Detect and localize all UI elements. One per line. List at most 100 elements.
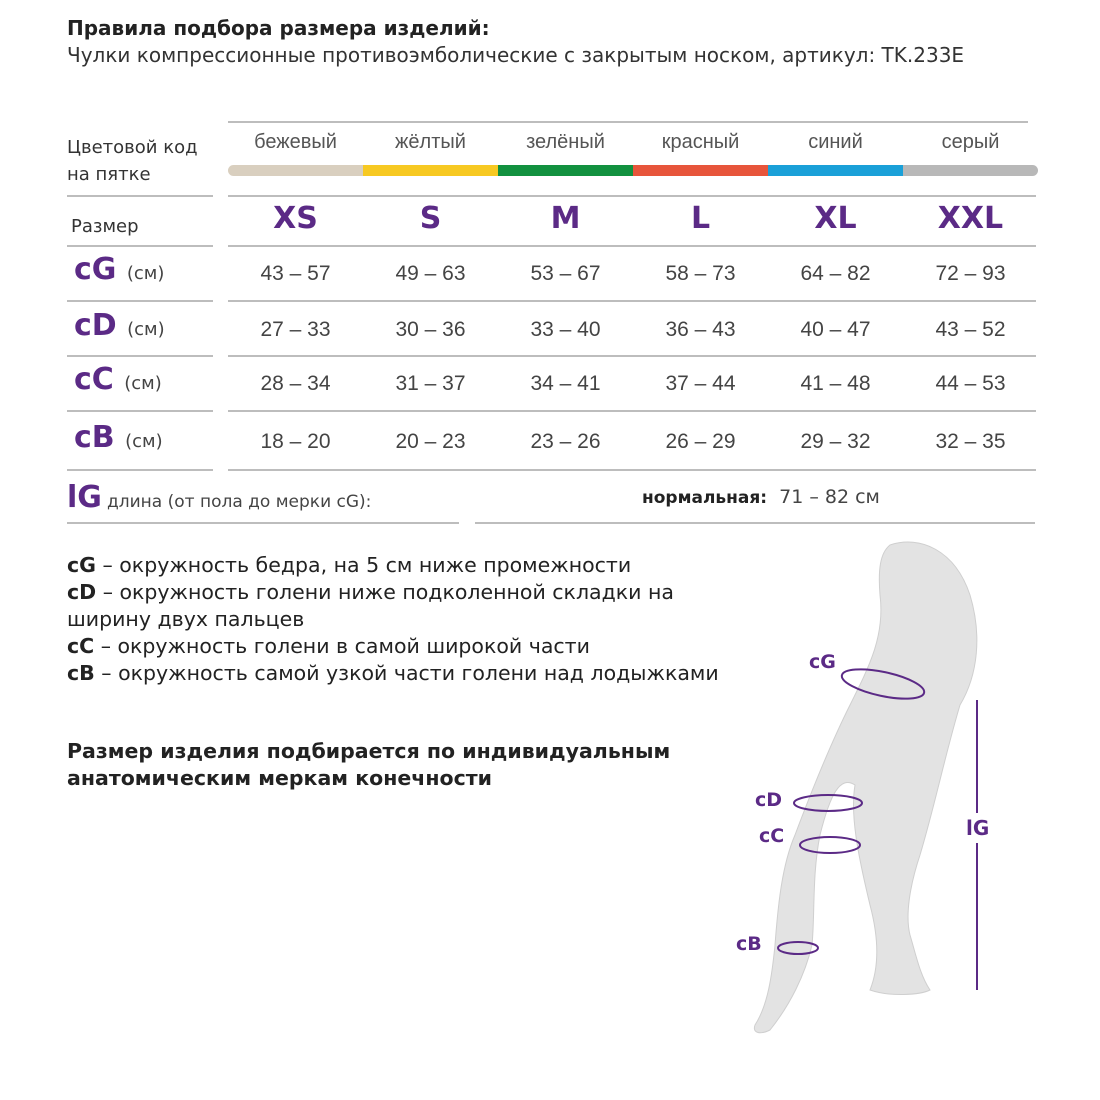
- leg-illustration: cG cD cC cB lG: [736, 541, 990, 1034]
- measure-code: cC: [74, 362, 114, 397]
- cB-measure-ring: [777, 941, 819, 955]
- table-cell: 32 – 35: [935, 430, 1006, 453]
- table-cell: 23 – 26: [530, 430, 601, 453]
- figure-label-cB: cB: [736, 933, 762, 955]
- table-cell: 58 – 73: [665, 262, 736, 285]
- color-swatch-l: [633, 165, 768, 176]
- figure-label-cG: cG: [809, 651, 836, 673]
- divider: [228, 355, 1036, 357]
- color-swatch-xl: [768, 165, 903, 176]
- color-name-xs: бежевый: [254, 131, 337, 153]
- cC-measure-ring: [799, 836, 861, 854]
- size-label: Размер: [71, 216, 139, 237]
- divider: [67, 410, 213, 412]
- description-item: cC – окружность голени в самой широкой ч…: [67, 633, 747, 660]
- divider: [228, 245, 1036, 247]
- length-code: lG: [67, 480, 102, 515]
- size-note: Размер изделия подбирается по индивидуал…: [67, 739, 671, 790]
- length-type: нормальная:: [642, 488, 768, 508]
- divider: [228, 469, 1036, 471]
- table-cell: 40 – 47: [800, 318, 871, 341]
- size-header-xs: XS: [273, 201, 318, 236]
- description-code: cD: [67, 580, 97, 604]
- length-row: lG длина (от пола до мерки cG):: [67, 480, 371, 515]
- description-code: cB: [67, 661, 95, 685]
- divider: [67, 522, 459, 524]
- divider: [67, 245, 213, 247]
- measure-label-cG: cG (см): [74, 252, 164, 287]
- description-item: cG – окружность бедра, на 5 см ниже пром…: [67, 552, 747, 579]
- table-cell: 27 – 33: [260, 318, 331, 341]
- measure-code: cD: [74, 308, 117, 343]
- color-swatch-xs: [228, 165, 363, 176]
- table-cell: 33 – 40: [530, 318, 601, 341]
- table-cell: 64 – 82: [800, 262, 871, 285]
- divider: [67, 300, 213, 302]
- length-value-row: нормальная: 71 – 82 см: [642, 486, 880, 508]
- size-header-s: S: [419, 201, 442, 236]
- table-cell: 31 – 37: [395, 372, 466, 395]
- measurement-descriptions: cG – окружность бедра, на 5 см ниже пром…: [67, 552, 747, 687]
- divider: [228, 300, 1036, 302]
- length-label: длина (от пола до мерки cG):: [107, 492, 372, 512]
- table-cell: 30 – 36: [395, 318, 466, 341]
- table-cell: 43 – 57: [260, 262, 331, 285]
- table-cell: 34 – 41: [530, 372, 601, 395]
- unit-label: (см): [124, 373, 162, 394]
- color-code-label: Цветовой код на пятке: [67, 137, 198, 185]
- divider: [228, 195, 1036, 197]
- divider: [67, 469, 213, 471]
- cG-measure-ring: [840, 668, 926, 700]
- table-cell: 49 – 63: [395, 262, 466, 285]
- divider: [228, 410, 1036, 412]
- page-subtitle: Чулки компрессионные противоэмболические…: [67, 43, 965, 67]
- divider: [228, 121, 1028, 123]
- table-cell: 53 – 67: [530, 262, 601, 285]
- size-header-xxl: XXL: [937, 201, 1004, 236]
- color-swatch-xxl: [903, 165, 1038, 176]
- figure-label-cC: cC: [759, 825, 784, 847]
- table-cell: 44 – 53: [935, 372, 1006, 395]
- divider: [475, 522, 1035, 524]
- description-code: cG: [67, 553, 96, 577]
- unit-label: (см): [125, 431, 163, 452]
- table-cell: 26 – 29: [665, 430, 736, 453]
- table-cell: 72 – 93: [935, 262, 1006, 285]
- color-name-s: жёлтый: [395, 131, 466, 153]
- measure-code: cG: [74, 252, 117, 287]
- table-cell: 36 – 43: [665, 318, 736, 341]
- cD-measure-ring: [793, 794, 863, 812]
- table-cell: 37 – 44: [665, 372, 736, 395]
- divider: [67, 195, 213, 197]
- table-cell: 41 – 48: [800, 372, 871, 395]
- table-cell: 43 – 52: [935, 318, 1006, 341]
- size-header-xl: XL: [814, 201, 857, 236]
- size-header-l: L: [690, 201, 711, 236]
- table-cell: 20 – 23: [395, 430, 466, 453]
- description-text: – окружность голени в самой широкой част…: [94, 634, 590, 658]
- description-item: cB – окружность самой узкой части голени…: [67, 660, 747, 687]
- leg-shape: [753, 541, 978, 1034]
- figure-label-cD: cD: [755, 789, 782, 811]
- color-name-xl: синий: [808, 131, 863, 153]
- color-name-m: зелёный: [526, 131, 605, 153]
- description-text: – окружность бедра, на 5 см ниже промежн…: [95, 553, 632, 577]
- description-text: – окружность голени ниже подколенной скл…: [67, 580, 674, 631]
- page-title: Правила подбора размера изделий:: [67, 16, 490, 40]
- divider: [67, 355, 213, 357]
- table-cell: 29 – 32: [800, 430, 871, 453]
- measure-code: cB: [74, 420, 115, 455]
- color-name-l: красный: [661, 131, 740, 153]
- measure-label-cD: cD (см): [74, 308, 165, 343]
- unit-label: (см): [127, 319, 165, 340]
- table-cell: 18 – 20: [260, 430, 331, 453]
- length-value: 71 – 82 см: [779, 486, 880, 508]
- table-cell: 28 – 34: [260, 372, 331, 395]
- description-code: cC: [67, 634, 95, 658]
- unit-label: (см): [126, 263, 165, 284]
- color-swatch-m: [498, 165, 633, 176]
- color-name-xxl: серый: [941, 131, 1000, 153]
- measure-label-cC: cC (см): [74, 362, 162, 397]
- size-header-m: M: [550, 201, 581, 236]
- color-swatch-s: [363, 165, 498, 176]
